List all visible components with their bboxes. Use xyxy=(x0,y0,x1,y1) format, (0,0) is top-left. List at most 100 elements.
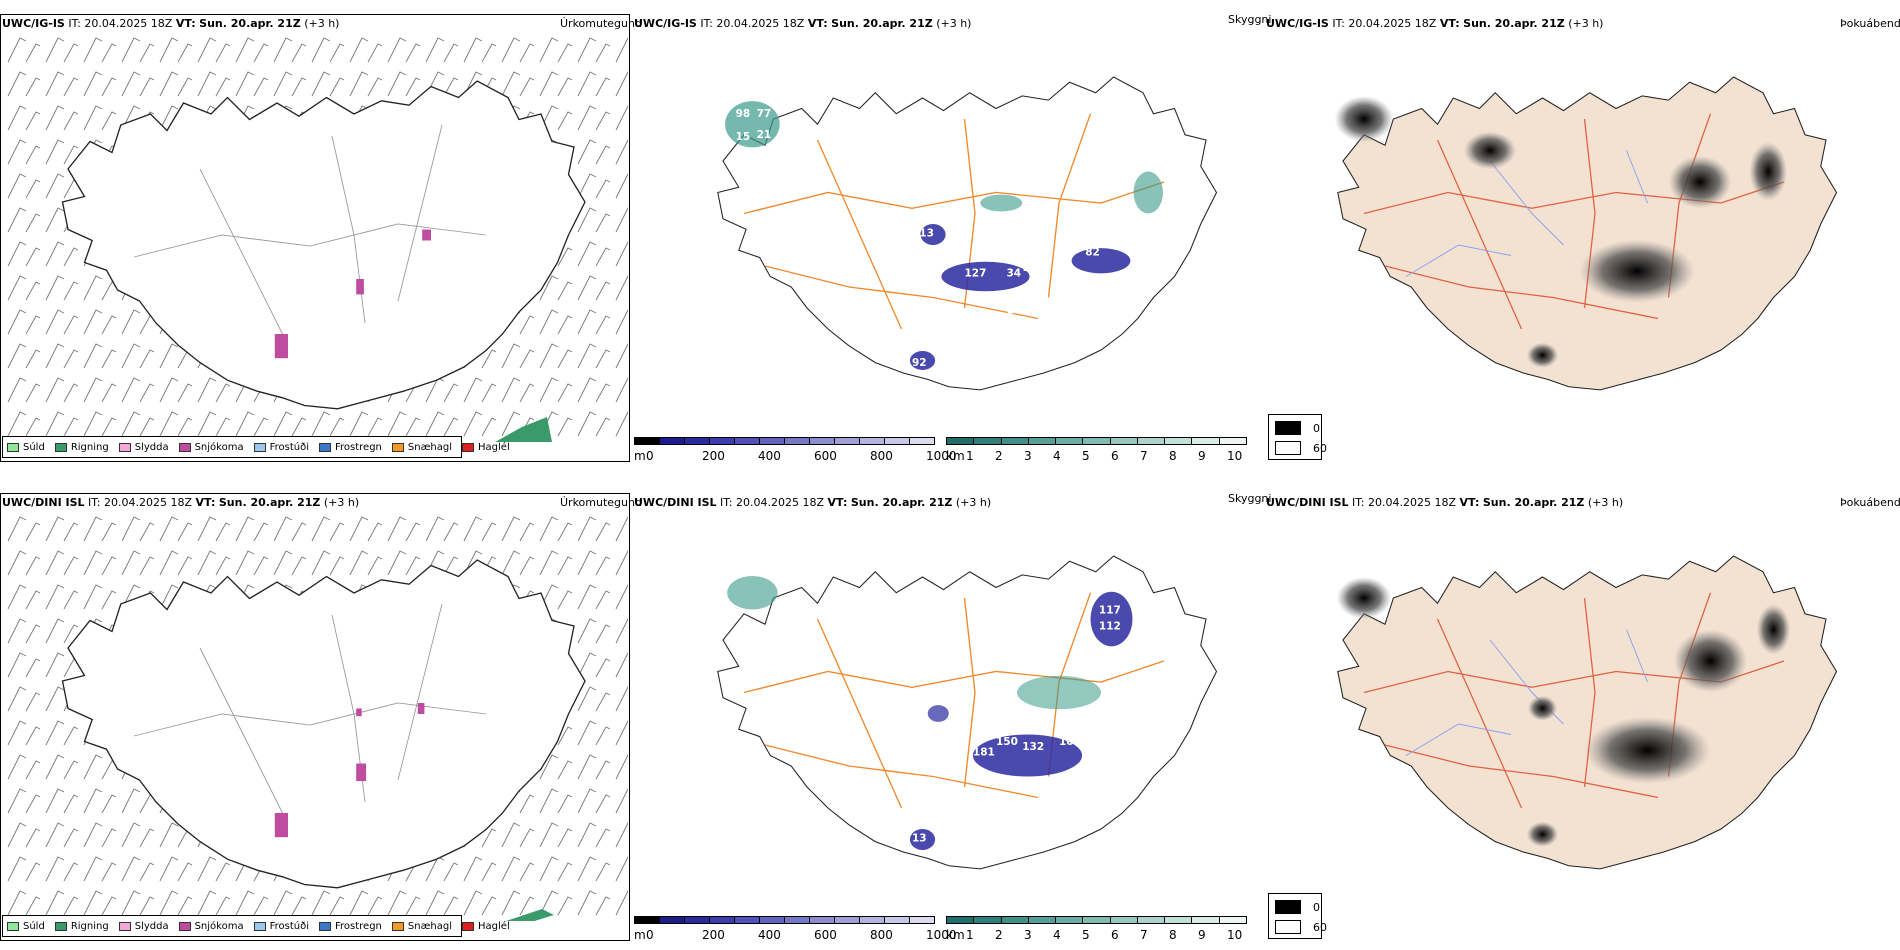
low-visibility-area xyxy=(1017,675,1101,710)
cloud-cell xyxy=(972,734,1083,777)
lead-time: (+3 h) xyxy=(1587,496,1624,509)
legend-swatch xyxy=(253,921,266,931)
colorbar-segment xyxy=(1164,916,1193,924)
cell-height-label: 53 xyxy=(931,210,946,222)
fog-map xyxy=(1336,555,1838,870)
precip-panel-header-bottom: UWC/DINI ISL IT: 20.04.2025 18Z VT: Sun.… xyxy=(2,496,359,509)
legend-item: Snjókoma xyxy=(178,921,244,932)
cell-labels-top: 98 77 21 15 33 113 53 134 16 127 34 82 116 92 xyxy=(736,108,1100,369)
height-unit: m xyxy=(634,928,646,942)
colorbar-segment xyxy=(1082,437,1111,445)
iceland-coastline xyxy=(1337,76,1838,391)
legend-swatch xyxy=(7,921,19,931)
colorbar-tick-label: 8 xyxy=(1169,449,1177,463)
fog-area xyxy=(1673,629,1748,693)
fog-legend-min: 0 xyxy=(1275,900,1320,914)
colorbar-tick-label: 400 xyxy=(758,449,781,463)
legend-swatch xyxy=(253,442,266,452)
cloud-cell xyxy=(920,223,946,245)
cell-height-label: 34 xyxy=(1007,268,1022,280)
roads xyxy=(133,124,487,346)
it-value: 20.04.2025 18Z xyxy=(84,17,173,30)
fog-area xyxy=(1579,239,1695,303)
roads xyxy=(743,592,1165,809)
colorbar-segment xyxy=(1000,437,1029,445)
iceland-coastline xyxy=(717,555,1218,870)
lead-time: (+3 h) xyxy=(1568,17,1604,30)
cell-height-label: 13 xyxy=(912,707,927,719)
cell-height-label: 15 xyxy=(736,131,751,143)
colorbar-segment xyxy=(659,437,685,445)
legend-swatch xyxy=(118,442,131,452)
roads xyxy=(1363,592,1785,809)
lead-time: (+3 h) xyxy=(955,496,992,509)
colorbar-segment xyxy=(634,437,660,445)
colorbar-tick-label: 2 xyxy=(995,449,1003,463)
colorbar-segment xyxy=(834,916,860,924)
colorbar-segment xyxy=(634,916,660,924)
fog-legend-max: 60 xyxy=(1275,920,1327,934)
model-name: UWC/IG-IS xyxy=(2,17,65,30)
cell-height-label: 33 xyxy=(912,142,927,154)
colorbar-tick-label: 10 xyxy=(1227,928,1243,942)
visibility-map: 98 77 21 15 33 113 53 134 16 127 34 82 116 92 xyxy=(717,76,1218,391)
cell-height-label: 16 xyxy=(1022,262,1037,274)
legend-swatch xyxy=(391,442,404,452)
colorbar-segment xyxy=(1027,437,1057,445)
colorbar-segment xyxy=(1109,916,1138,924)
low-visibility-area xyxy=(1133,171,1163,214)
colorbar-segment xyxy=(659,916,685,924)
cell-height-label: 92 xyxy=(912,357,927,369)
fog-area xyxy=(1756,604,1791,655)
colorbar-tick-label: 800 xyxy=(870,928,893,942)
it-value: 20.04.2025 18Z xyxy=(1368,496,1457,509)
colorbar-tick-label: 1000 xyxy=(926,449,957,463)
cloud-cell xyxy=(941,261,1030,292)
vt-value: Sun. 20.apr. 21Z xyxy=(1463,17,1565,30)
precip-panel-header-top: UWC/IG-IS IT: 20.04.2025 18Z VT: Sun. 20… xyxy=(2,17,339,30)
colorbar-tick-label: 9 xyxy=(1198,449,1206,463)
cloud-cell xyxy=(1071,248,1131,274)
height-unit: m xyxy=(634,449,646,463)
colorbar-tick-label: 2 xyxy=(995,928,1003,942)
vt-label: VT: xyxy=(195,496,216,509)
fog-area xyxy=(1749,142,1788,201)
colorbar-segment xyxy=(1027,916,1057,924)
colorbar-tick-label: 5 xyxy=(1082,449,1090,463)
precip-type-frame xyxy=(0,493,630,941)
it-label: IT: xyxy=(720,496,733,509)
colorbar-tick-label: 6 xyxy=(1111,449,1119,463)
colorbar-tick-label: 1 xyxy=(966,449,974,463)
colorbar-segment xyxy=(684,437,710,445)
colorbar-segment xyxy=(734,916,760,924)
vt-label: VT: xyxy=(1439,17,1460,30)
fog-legend-bottom: 0 60 xyxy=(1268,893,1327,939)
legend-item: Rigning xyxy=(54,921,109,932)
height-colorbar-bottom: m 0 200 400 600 800 1000 xyxy=(634,916,957,944)
cell-height-label: 116 xyxy=(1007,304,1029,316)
cell-height-label: 134 xyxy=(994,252,1016,264)
colorbar-tick-label: 3 xyxy=(1024,449,1032,463)
colorbar-segment xyxy=(1136,437,1166,445)
cell-height-label: 113 xyxy=(912,228,934,240)
colorbar-tick-label: 9 xyxy=(1198,928,1206,942)
precip-type-map xyxy=(2,511,628,921)
colorbar-tick-label: 800 xyxy=(870,449,893,463)
precip-type-frame xyxy=(0,14,630,462)
cell-height-label: 98 xyxy=(736,108,751,120)
cell-height-label: 21 xyxy=(1007,780,1022,792)
colorbar-segment xyxy=(1000,916,1029,924)
snow-area xyxy=(417,703,425,714)
fog-map xyxy=(1334,76,1838,391)
colorbar-segment xyxy=(759,916,785,924)
colorbar-segment xyxy=(1191,916,1220,924)
legend-item: Snæhagl xyxy=(391,442,452,453)
colorbar-tick-label: 1000 xyxy=(926,928,957,942)
vt-label: VT: xyxy=(807,17,828,30)
fog-area xyxy=(1527,695,1558,721)
colorbar-tick-label: 7 xyxy=(1140,928,1148,942)
cell-height-label: 181 xyxy=(973,747,995,759)
legend-swatch xyxy=(7,442,19,452)
cell-height-label: 13 xyxy=(912,833,927,845)
